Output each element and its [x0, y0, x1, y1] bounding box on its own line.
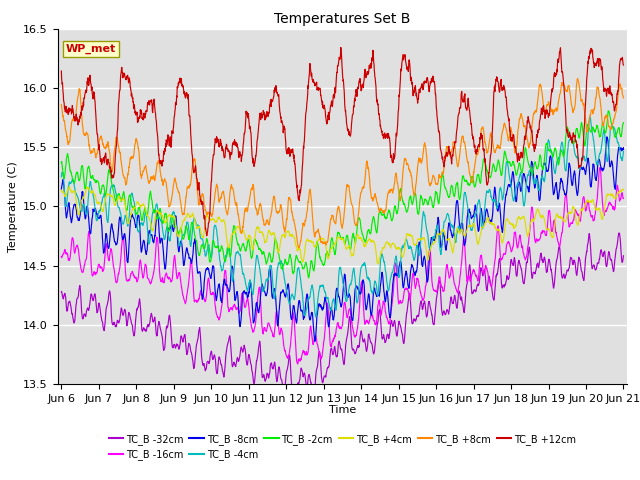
TC_B -32cm — [86, 300, 94, 305]
TC_B -16cm — [500, 251, 508, 257]
TC_B -4cm — [312, 314, 319, 320]
TC_B +12cm — [604, 87, 611, 93]
TC_B -8cm — [620, 145, 627, 151]
TC_B +12cm — [604, 87, 612, 93]
TC_B +4cm — [66, 184, 74, 190]
TC_B +4cm — [604, 191, 611, 197]
TC_B +4cm — [86, 189, 94, 195]
TC_B -8cm — [316, 302, 324, 308]
TC_B -4cm — [500, 186, 508, 192]
TC_B +8cm — [574, 75, 582, 81]
TC_B -32cm — [620, 253, 627, 259]
Legend: TC_B -32cm, TC_B -16cm, TC_B -8cm, TC_B -4cm, TC_B -2cm, TC_B +4cm, TC_B +8cm, T: TC_B -32cm, TC_B -16cm, TC_B -8cm, TC_B … — [104, 430, 580, 464]
TC_B -16cm — [604, 204, 612, 210]
Title: Temperatures Set B: Temperatures Set B — [274, 12, 411, 26]
TC_B +8cm — [620, 95, 627, 101]
TC_B +8cm — [316, 234, 324, 240]
TC_B -8cm — [311, 338, 319, 344]
TC_B +12cm — [331, 85, 339, 91]
TC_B -16cm — [596, 165, 604, 171]
TC_B +4cm — [620, 187, 627, 192]
TC_B -32cm — [604, 259, 611, 264]
TC_B -16cm — [604, 206, 611, 212]
TC_B -2cm — [500, 151, 508, 156]
Line: TC_B -16cm: TC_B -16cm — [61, 168, 623, 364]
Line: TC_B +4cm: TC_B +4cm — [61, 187, 623, 264]
TC_B -4cm — [604, 158, 611, 164]
Y-axis label: Temperature (C): Temperature (C) — [8, 161, 17, 252]
TC_B +4cm — [500, 227, 508, 233]
TC_B -32cm — [331, 345, 339, 350]
TC_B +12cm — [86, 72, 94, 78]
TC_B +4cm — [316, 236, 324, 242]
TC_B +12cm — [337, 45, 345, 50]
TC_B -32cm — [615, 230, 623, 236]
TC_B -8cm — [604, 136, 611, 142]
TC_B +4cm — [58, 187, 65, 193]
Line: TC_B -32cm: TC_B -32cm — [61, 233, 623, 396]
TC_B -16cm — [58, 253, 65, 259]
TC_B -2cm — [305, 275, 312, 281]
TC_B -32cm — [316, 351, 324, 357]
TC_B +12cm — [316, 85, 324, 91]
Line: TC_B -4cm: TC_B -4cm — [61, 117, 623, 317]
TC_B -2cm — [316, 254, 324, 260]
TC_B -8cm — [58, 186, 65, 192]
TC_B +12cm — [620, 62, 627, 68]
TC_B -8cm — [331, 302, 339, 308]
TC_B -4cm — [331, 303, 339, 309]
TC_B +8cm — [604, 116, 612, 122]
Text: WP_met: WP_met — [66, 44, 116, 54]
TC_B -8cm — [604, 136, 612, 142]
TC_B -16cm — [620, 196, 627, 202]
TC_B +12cm — [203, 233, 211, 239]
TC_B -2cm — [604, 108, 612, 114]
TC_B -4cm — [86, 179, 94, 184]
TC_B +8cm — [331, 220, 339, 226]
TC_B -4cm — [586, 114, 594, 120]
Line: TC_B -2cm: TC_B -2cm — [61, 111, 623, 278]
TC_B -8cm — [603, 134, 611, 140]
TC_B -2cm — [86, 170, 94, 176]
TC_B -32cm — [58, 288, 65, 294]
Line: TC_B -8cm: TC_B -8cm — [61, 137, 623, 341]
TC_B -32cm — [310, 393, 317, 399]
TC_B -16cm — [316, 353, 324, 359]
TC_B -2cm — [604, 120, 611, 125]
Line: TC_B +12cm: TC_B +12cm — [61, 48, 623, 236]
TC_B -2cm — [620, 120, 627, 125]
TC_B -16cm — [331, 334, 339, 339]
TC_B -2cm — [331, 252, 339, 258]
TC_B -4cm — [620, 148, 627, 154]
TC_B -16cm — [294, 361, 301, 367]
TC_B -2cm — [604, 116, 611, 121]
TC_B +12cm — [500, 85, 508, 91]
TC_B -8cm — [500, 206, 508, 212]
TC_B -8cm — [86, 230, 94, 236]
TC_B -16cm — [86, 240, 94, 246]
TC_B +8cm — [296, 245, 303, 251]
TC_B +8cm — [604, 114, 611, 120]
TC_B +8cm — [58, 102, 65, 108]
TC_B +4cm — [331, 241, 339, 247]
TC_B -2cm — [58, 160, 65, 166]
TC_B +8cm — [86, 148, 94, 154]
TC_B -4cm — [604, 156, 612, 162]
TC_B +4cm — [374, 261, 382, 267]
Line: TC_B +8cm: TC_B +8cm — [61, 78, 623, 248]
TC_B -32cm — [604, 261, 611, 266]
TC_B -4cm — [316, 283, 324, 288]
X-axis label: Time: Time — [329, 405, 356, 415]
TC_B -32cm — [500, 284, 508, 290]
TC_B +4cm — [604, 191, 612, 197]
TC_B +12cm — [58, 68, 65, 74]
TC_B +8cm — [500, 121, 508, 127]
TC_B -4cm — [58, 174, 65, 180]
